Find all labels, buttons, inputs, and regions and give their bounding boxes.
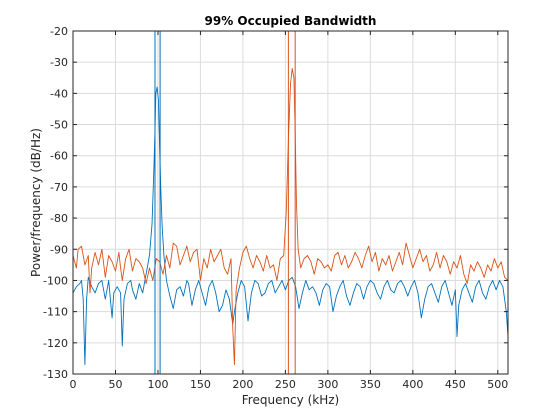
y-tick-label: -80 (50, 212, 68, 225)
x-tick-label: 250 (275, 378, 296, 391)
bandwidth-markers (154, 31, 296, 374)
y-tick-label: -70 (50, 181, 68, 194)
y-tick-label: -110 (43, 306, 68, 319)
y-tick-label: -90 (50, 243, 68, 256)
y-tick-label: -100 (43, 274, 68, 287)
x-tick-label: 500 (487, 378, 508, 391)
chart-title: 99% Occupied Bandwidth (205, 14, 377, 28)
axes-box (72, 30, 509, 375)
x-tick-label: 400 (402, 378, 423, 391)
series-2-line (72, 67, 509, 366)
y-tick-label: -60 (50, 150, 68, 163)
y-tick-label: -50 (50, 119, 68, 132)
x-tick-label: 100 (147, 378, 168, 391)
y-tick-label: -120 (43, 337, 68, 350)
series-1-line (72, 86, 509, 366)
y-tick-label: -30 (50, 56, 68, 69)
x-tick-label: 50 (108, 378, 122, 391)
y-tick-label: -20 (50, 25, 68, 38)
x-tick-label: 200 (232, 378, 253, 391)
y-tick-label: -130 (43, 368, 68, 381)
x-tick-label: 300 (317, 378, 338, 391)
x-tick-label: 0 (70, 378, 77, 391)
y-axis-label: Power/frequency (dB/Hz) (29, 128, 43, 277)
x-axis-label: Frequency (kHz) (242, 393, 339, 407)
y-tick-label: -40 (50, 87, 68, 100)
x-tick-label: 150 (190, 378, 211, 391)
axis-ticks: 0 50 100 150 200 250 300 350 400 450 500 -130 -120 -1… (43, 25, 508, 391)
plot-series (72, 67, 509, 366)
x-tick-label: 450 (445, 378, 466, 391)
x-tick-label: 350 (360, 378, 381, 391)
